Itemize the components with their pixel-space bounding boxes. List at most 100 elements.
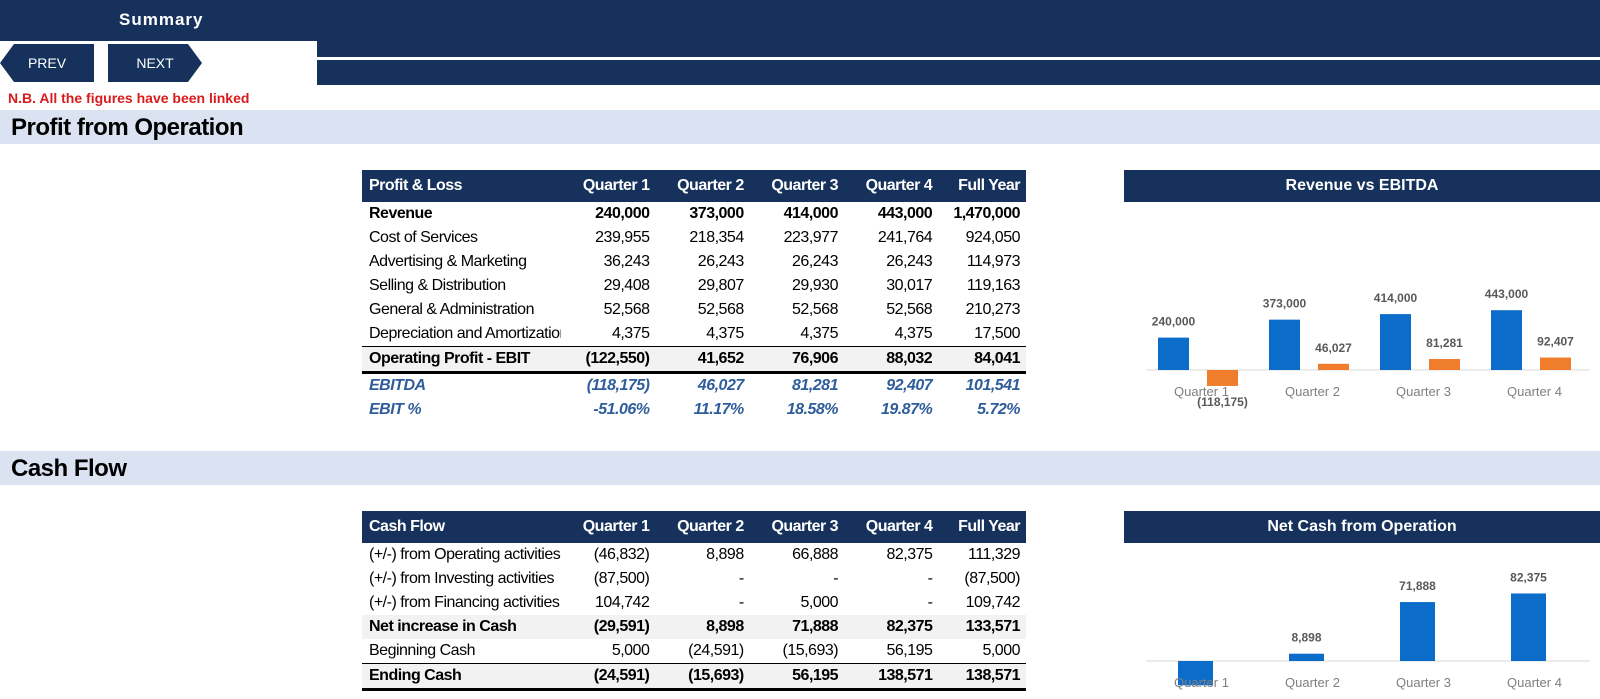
data-label: 46,027 bbox=[1315, 341, 1352, 355]
table-cell: 92,407 bbox=[886, 377, 933, 394]
chart-bar bbox=[1400, 602, 1435, 661]
table-cell: 19.87% bbox=[880, 401, 933, 418]
table-cell: 52,568 bbox=[886, 301, 933, 318]
row-label: EBIT % bbox=[369, 401, 422, 418]
net-cash-chart: Net Cash from Operation (29,591)Quarter … bbox=[1124, 511, 1600, 699]
table-row: General & Administration 52,568 52,568 52,5… bbox=[362, 298, 1026, 322]
data-label: 240,000 bbox=[1152, 315, 1196, 329]
cash-section-band bbox=[0, 451, 1600, 485]
table-cell: 29,807 bbox=[697, 277, 744, 294]
header-band-lower bbox=[317, 60, 1600, 85]
table-cell: 119,163 bbox=[966, 277, 1021, 294]
table-cell: 66,888 bbox=[792, 546, 839, 563]
table-row: Cost of Services 239,955 218,354 223,977 241… bbox=[362, 226, 1026, 250]
table-row: EBIT % -51.06% 11.17% 18.58% 19.87% 5.72% bbox=[362, 398, 1026, 422]
table-cell: 29,408 bbox=[603, 277, 650, 294]
data-label: 8,898 bbox=[1291, 631, 1321, 645]
table-cell: 56,195 bbox=[749, 663, 845, 691]
table-cell: (118,175) bbox=[586, 377, 650, 394]
row-label: (+/-) from Investing activities bbox=[369, 570, 555, 587]
table-cell: 414,000 bbox=[783, 205, 839, 222]
table-cell: 4,375 bbox=[894, 325, 933, 342]
table-cell: 30,017 bbox=[886, 277, 933, 294]
table-cell: 52,568 bbox=[792, 301, 838, 318]
table-cell: 101,541 bbox=[965, 377, 1021, 394]
table-cell: 29,930 bbox=[792, 277, 838, 294]
chart-bar bbox=[1380, 314, 1411, 370]
table-row: EBITDA (118,175) 46,027 81,281 92,407 101,541 bbox=[362, 373, 1026, 399]
chart-bar bbox=[1178, 661, 1213, 686]
table-cell: 88,032 bbox=[843, 346, 939, 374]
table-cell: 210,273 bbox=[965, 301, 1021, 318]
table-row: Beginning Cash 5,000 (24,591) (15,693) 56,19… bbox=[362, 639, 1026, 664]
header-bar bbox=[0, 0, 1600, 41]
profit-section-band bbox=[0, 110, 1600, 144]
data-label: 443,000 bbox=[1485, 287, 1529, 301]
table-cell: 4,375 bbox=[611, 325, 650, 342]
col-header: Quarter 1 bbox=[561, 170, 656, 202]
col-header: Quarter 4 bbox=[843, 170, 939, 202]
category-label: Quarter 4 bbox=[1507, 675, 1562, 690]
table-cell: 18.58% bbox=[786, 401, 839, 418]
category-label: Quarter 1 bbox=[1174, 675, 1229, 690]
data-label: 81,281 bbox=[1426, 336, 1463, 350]
row-label: Advertising & Marketing bbox=[369, 253, 527, 270]
chart-bar bbox=[1318, 363, 1349, 370]
table-cell: (87,500) bbox=[593, 570, 650, 587]
table-cell: 41,652 bbox=[655, 346, 750, 374]
col-header: Full Year bbox=[938, 170, 1026, 202]
chart-title: Revenue vs EBITDA bbox=[1124, 170, 1600, 202]
table-cell: 133,571 bbox=[938, 615, 1026, 639]
row-label: (+/-) from Operating activities bbox=[369, 546, 561, 563]
table-cell: 241,764 bbox=[877, 229, 933, 246]
table-cell: (24,591) bbox=[561, 663, 656, 691]
table-cell: - bbox=[738, 570, 744, 587]
revenue-ebitda-chart-plot: 240,000 (118,175)Quarter 1 373,000 46,027 Qu… bbox=[1146, 287, 1590, 409]
table-cell: (87,500) bbox=[964, 570, 1020, 587]
row-label: Ending Cash bbox=[362, 663, 561, 691]
category-label: Quarter 2 bbox=[1285, 384, 1340, 399]
prev-button[interactable]: PREV bbox=[0, 44, 94, 82]
table-cell: 46,027 bbox=[697, 377, 744, 394]
table-cell: 82,375 bbox=[886, 546, 933, 563]
table-cell: (46,832) bbox=[593, 546, 650, 563]
table-cell: 218,354 bbox=[689, 229, 744, 246]
col-header: Quarter 2 bbox=[655, 511, 750, 543]
table-cell: 26,243 bbox=[697, 253, 744, 270]
category-label: Quarter 1 bbox=[1174, 384, 1229, 399]
chart-bar bbox=[1491, 310, 1522, 370]
table-row: Revenue 240,000 373,000 414,000 443,000 1,470… bbox=[362, 202, 1026, 226]
chart-bar bbox=[1429, 359, 1460, 370]
table-cell: 36,243 bbox=[603, 253, 650, 270]
table-cell: 76,906 bbox=[749, 346, 844, 374]
table-cell: 114,973 bbox=[966, 253, 1021, 270]
linked-figures-note: N.B. All the figures have been linked bbox=[8, 90, 250, 106]
table-cell: 5,000 bbox=[982, 642, 1020, 659]
chart-bar bbox=[1207, 370, 1238, 386]
page-title: Summary bbox=[119, 10, 204, 29]
col-header: Quarter 3 bbox=[749, 170, 844, 202]
table-row: (+/-) from Operating activities (46,832) 8… bbox=[362, 543, 1026, 567]
col-header: Quarter 3 bbox=[749, 511, 845, 543]
table-cell: (15,693) bbox=[782, 642, 839, 659]
table-cell: - bbox=[833, 570, 839, 587]
chart-bar bbox=[1158, 337, 1189, 370]
chart-bar bbox=[1540, 357, 1571, 370]
category-label: Quarter 2 bbox=[1285, 675, 1340, 690]
next-button[interactable]: NEXT bbox=[108, 44, 202, 82]
table-row: Ending Cash (24,591) (15,693) 56,195 138,571… bbox=[362, 663, 1026, 691]
col-header: Quarter 4 bbox=[844, 511, 939, 543]
row-label: Depreciation and Amortization bbox=[369, 325, 561, 342]
revenue-ebitda-chart: Revenue vs EBITDA 240,000 (118,175) Quarte… bbox=[1124, 170, 1600, 417]
table-cell: 443,000 bbox=[877, 205, 933, 222]
table-cell: 109,742 bbox=[965, 594, 1021, 611]
profit-loss-table: Profit & Loss Quarter 1 Quarter 2 Quarte… bbox=[362, 170, 1026, 422]
table-cell: 81,281 bbox=[792, 377, 838, 394]
profit-section-title: Profit from Operation bbox=[11, 114, 244, 141]
table-row: Operating Profit - EBIT (122,550) 41,652 76… bbox=[362, 346, 1026, 374]
next-label: NEXT bbox=[136, 55, 174, 71]
table-cell: - bbox=[927, 594, 933, 611]
table-cell: 8,898 bbox=[655, 615, 750, 639]
table-cell: 138,571 bbox=[844, 663, 939, 691]
